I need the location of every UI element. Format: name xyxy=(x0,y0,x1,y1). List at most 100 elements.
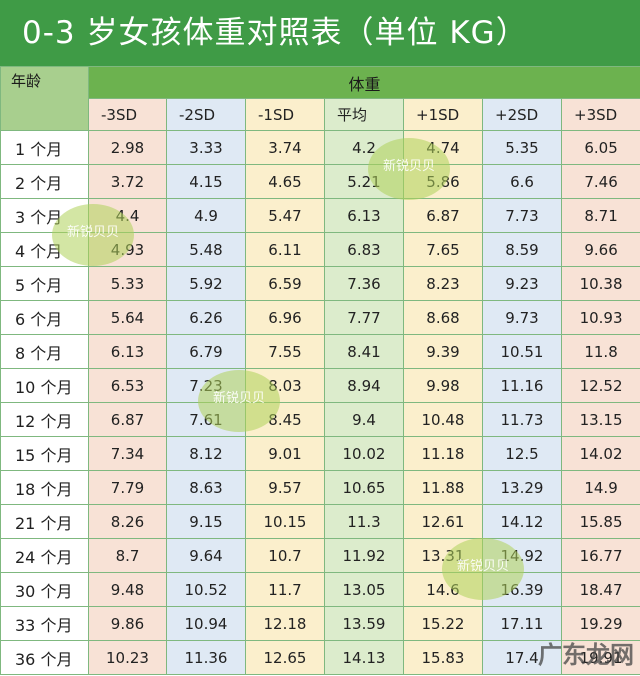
age-cell: 10 个月 xyxy=(0,368,89,403)
weight-cell: 7.34 xyxy=(88,436,167,471)
weight-cell: 3.33 xyxy=(166,130,246,165)
weight-cell: 6.6 xyxy=(482,164,562,199)
weight-cell: 10.94 xyxy=(166,606,246,641)
table-row: 24 个月 8.7 9.64 10.7 11.92 13.31 14.92 16.77 xyxy=(0,538,640,573)
weight-cell: 7.46 xyxy=(560,164,640,199)
weight-cell: 10.7 xyxy=(245,538,325,573)
weight-cell: 8.59 xyxy=(482,232,562,267)
weight-cell: 11.92 xyxy=(324,538,404,573)
weight-cell: 12.18 xyxy=(245,606,325,641)
weight-cell: 9.4 xyxy=(324,402,404,437)
weight-cell: 12.52 xyxy=(560,368,640,403)
watermark-logo: 新锐贝贝 xyxy=(52,204,134,266)
age-cell: 12 个月 xyxy=(0,402,89,437)
weight-cell: 16.77 xyxy=(560,538,640,573)
weight-cell: 7.55 xyxy=(245,334,325,369)
table-row: 30 个月 9.48 10.52 11.7 13.05 14.6 16.39 18.47 xyxy=(0,572,640,607)
weight-cell: 8.45 xyxy=(245,402,325,437)
weight-cell: 8.41 xyxy=(324,334,404,369)
weight-cell: 9.48 xyxy=(88,572,167,607)
brand-watermark: 广东龙网 xyxy=(538,641,634,669)
weight-cell: 15.85 xyxy=(560,504,640,539)
weight-cell: 14.02 xyxy=(560,436,640,471)
weight-cell: 6.83 xyxy=(324,232,404,267)
weight-cell: 11.88 xyxy=(403,470,483,505)
table-row: 5 个月 5.33 5.92 6.59 7.36 8.23 9.23 10.38 xyxy=(0,266,640,301)
column-header: +3SD xyxy=(560,98,640,131)
weight-cell: 9.66 xyxy=(560,232,640,267)
weight-cell: 4.65 xyxy=(245,164,325,199)
weight-cell: 8.71 xyxy=(560,198,640,233)
weight-cell: 6.87 xyxy=(403,198,483,233)
weight-cell: 7.73 xyxy=(482,198,562,233)
age-header: 年龄 xyxy=(0,66,89,131)
weight-cell: 10.93 xyxy=(560,300,640,335)
table-row: 36 个月 10.23 11.36 12.65 14.13 15.83 17.4 19.91 xyxy=(0,640,640,675)
weight-cell: 10.48 xyxy=(403,402,483,437)
weight-cell: 10.65 xyxy=(324,470,404,505)
table-row: 15 个月 7.34 8.12 9.01 10.02 11.18 12.5 14.02 xyxy=(0,436,640,471)
weight-cell: 15.22 xyxy=(403,606,483,641)
column-header: -2SD xyxy=(166,98,246,131)
table-row: 6 个月 5.64 6.26 6.96 7.77 8.68 9.73 10.93 xyxy=(0,300,640,335)
age-cell: 6 个月 xyxy=(0,300,89,335)
weight-cell: 8.68 xyxy=(403,300,483,335)
weight-cell: 6.11 xyxy=(245,232,325,267)
weight-cell: 5.92 xyxy=(166,266,246,301)
weight-cell: 12.61 xyxy=(403,504,483,539)
weight-cell: 7.36 xyxy=(324,266,404,301)
table-row: 2 个月3.724.154.655.215.866.67.46 xyxy=(0,164,640,199)
weight-cell: 17.4 xyxy=(482,640,562,675)
weight-table: 年龄 体重 -3SD -2SD -1SD 平均 +1SD +2SD +3SD 1 个月 2.9… xyxy=(0,66,640,675)
weight-cell: 6.59 xyxy=(245,266,325,301)
age-cell: 1 个月 xyxy=(0,130,89,165)
age-cell: 21 个月 xyxy=(0,504,89,539)
weight-cell: 8.26 xyxy=(88,504,167,539)
weight-cell: 6.13 xyxy=(88,334,167,369)
weight-cell: 6.53 xyxy=(88,368,167,403)
weight-cell: 11.3 xyxy=(324,504,404,539)
weight-cell: 11.16 xyxy=(482,368,562,403)
weight-cell: 15.83 xyxy=(403,640,483,675)
weight-cell: 9.73 xyxy=(482,300,562,335)
weight-cell: 13.29 xyxy=(482,470,562,505)
weight-cell: 14.9 xyxy=(560,470,640,505)
weight-cell: 10.02 xyxy=(324,436,404,471)
weight-cell: 10.52 xyxy=(166,572,246,607)
weight-cell: 12.5 xyxy=(482,436,562,471)
age-cell: 8 个月 xyxy=(0,334,89,369)
weight-cell: 8.7 xyxy=(88,538,167,573)
column-header: +1SD xyxy=(403,98,483,131)
weight-cell: 6.13 xyxy=(324,198,404,233)
table-row: 18 个月 7.79 8.63 9.57 10.65 11.88 13.29 14.9 xyxy=(0,470,640,505)
weight-cell: 5.35 xyxy=(482,130,562,165)
weight-cell: 10.51 xyxy=(482,334,562,369)
table-row: 21 个月 8.26 9.15 10.15 11.3 12.61 14.12 15.85 xyxy=(0,504,640,539)
age-cell: 24 个月 xyxy=(0,538,89,573)
age-cell: 2 个月 xyxy=(0,164,89,199)
table-row: 8 个月 6.13 6.79 7.55 8.41 9.39 10.51 11.8 xyxy=(0,334,640,369)
weight-cell: 18.47 xyxy=(560,572,640,607)
weight-cell: 9.98 xyxy=(403,368,483,403)
weight-cell: 5.64 xyxy=(88,300,167,335)
table-row: 33 个月 9.86 10.94 12.18 13.59 15.22 17.11 19.29 xyxy=(0,606,640,641)
weight-cell: 2.98 xyxy=(88,130,167,165)
age-cell: 5 个月 xyxy=(0,266,89,301)
weight-cell: 6.79 xyxy=(166,334,246,369)
weight-cell: 10.23 xyxy=(88,640,167,675)
weight-cell: 14.13 xyxy=(324,640,404,675)
weight-cell: 11.36 xyxy=(166,640,246,675)
weight-cell: 3.74 xyxy=(245,130,325,165)
weight-cell: 11.18 xyxy=(403,436,483,471)
weight-cell: 7.65 xyxy=(403,232,483,267)
weight-cell: 13.05 xyxy=(324,572,404,607)
table-row: 1 个月 2.98 3.33 3.74 4.2 4.74 5.35 6.05 xyxy=(0,130,640,165)
age-cell: 33 个月 xyxy=(0,606,89,641)
weight-cell: 11.7 xyxy=(245,572,325,607)
weight-cell: 7.77 xyxy=(324,300,404,335)
age-cell: 30 个月 xyxy=(0,572,89,607)
column-header: -3SD xyxy=(88,98,167,131)
weight-cell: 8.63 xyxy=(166,470,246,505)
